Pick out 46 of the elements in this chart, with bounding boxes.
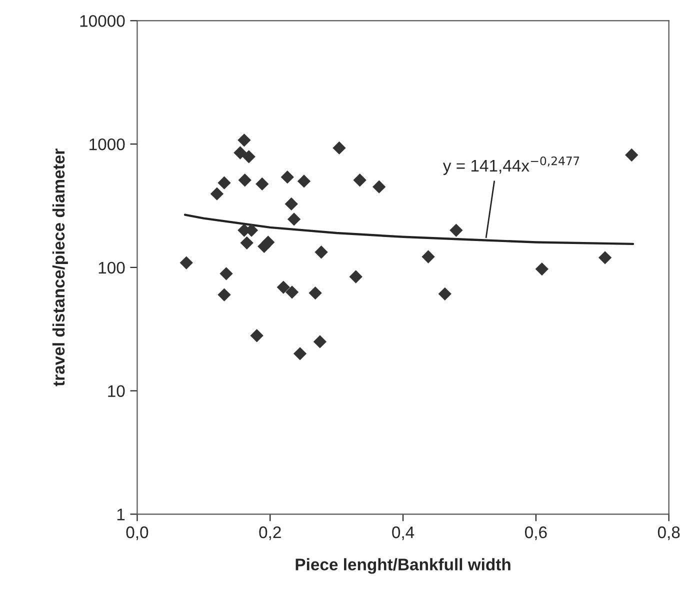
- x-tick-label: 0,8: [658, 526, 680, 540]
- point: [218, 288, 231, 302]
- point: [280, 170, 294, 184]
- point: [285, 286, 299, 299]
- y-tick-label: 1: [117, 508, 125, 520]
- point: [218, 176, 231, 190]
- point: [372, 180, 386, 194]
- x-tick-label: 0,2: [259, 526, 281, 540]
- point: [297, 174, 311, 188]
- point: [234, 146, 247, 160]
- point: [287, 212, 301, 226]
- x-tick-label: 0,4: [392, 526, 414, 540]
- point: [220, 267, 233, 280]
- point: [308, 286, 322, 300]
- point: [535, 262, 549, 276]
- point: [438, 287, 452, 300]
- y-tick-label: 100: [98, 262, 125, 274]
- point: [262, 236, 275, 249]
- point: [422, 250, 435, 264]
- point: [240, 236, 254, 250]
- y-axis-title: travel distance/piece diameter: [52, 148, 68, 386]
- point: [238, 134, 251, 147]
- point: [276, 280, 290, 294]
- point: [625, 148, 638, 162]
- point: [293, 347, 307, 360]
- point: [256, 177, 269, 191]
- y-tick-label: 10000: [80, 15, 125, 27]
- point: [238, 174, 252, 187]
- point: [284, 197, 298, 211]
- y-tick-label: 1000: [90, 138, 125, 150]
- point: [450, 224, 463, 237]
- point: [332, 141, 346, 155]
- x-axis-title: Piece lenght/Bankfull width: [296, 558, 510, 574]
- x-tick-label: 0,6: [525, 526, 547, 540]
- point: [242, 150, 256, 164]
- x-tick-label: 0,0: [126, 526, 148, 540]
- point: [180, 256, 193, 270]
- point: [210, 187, 224, 200]
- point: [598, 251, 612, 264]
- point: [250, 329, 264, 342]
- point: [353, 174, 366, 187]
- annotation: y = 141,44x$^{−0,2477}$: [442, 156, 580, 175]
- point: [314, 246, 328, 259]
- point: [349, 270, 362, 284]
- point: [313, 335, 327, 348]
- y-tick-label: 10: [108, 385, 125, 397]
